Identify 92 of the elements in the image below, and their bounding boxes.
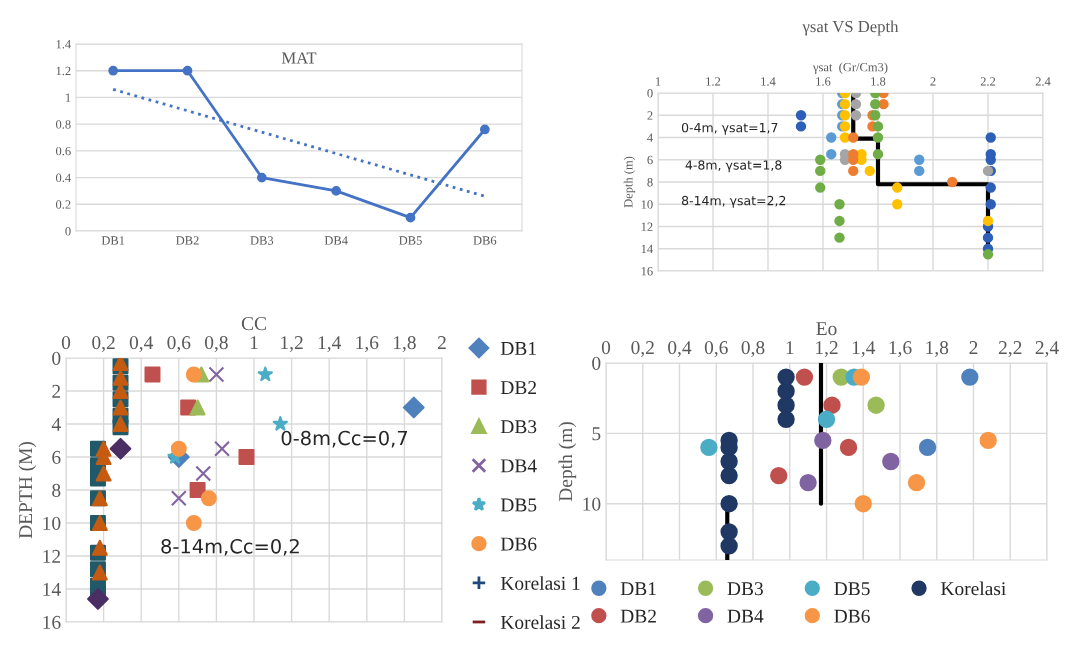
x-tick-label: 1,8 <box>393 336 416 352</box>
x-tick-label: 1,4 <box>852 341 876 357</box>
x-tick-label: 0,4 <box>129 336 154 352</box>
y-tick-label: 14 <box>43 582 61 596</box>
y-tick-label: 14 <box>641 244 653 254</box>
x-tick-label: 1,6 <box>889 341 912 357</box>
x-tick-label: DB6 <box>473 236 497 245</box>
y-tick-label: 0 <box>65 227 71 236</box>
annotation: 0-4m, γsat=1,7 <box>681 122 778 135</box>
x-tick-label: 1,4 <box>318 336 342 352</box>
x-axis-title: γsat (Gr/Cm3) <box>813 62 888 74</box>
legend-label: DB2 <box>500 381 536 394</box>
y-tick-label: 6 <box>647 155 653 165</box>
y-tick-label: 0.8 <box>55 120 71 129</box>
x-tick-label: 2.2 <box>980 77 996 86</box>
y-tick-label: 2 <box>647 111 653 120</box>
legend-label: DB5 <box>500 498 537 512</box>
x-tick-label: 2,2 <box>998 341 1022 357</box>
legend-label: Korelasi 2 <box>500 615 580 629</box>
x-tick-label: 1,6 <box>356 336 379 352</box>
y-tick-label: 4 <box>647 133 653 142</box>
y-tick-label: 1.4 <box>56 40 71 49</box>
y-tick-label: 6 <box>52 450 61 464</box>
y-axis-title: Depth (m) <box>623 156 636 208</box>
legend-label: Korelasi <box>941 581 1006 596</box>
x-tick-label: 2,4 <box>1035 341 1059 357</box>
x-tick-label: DB4 <box>324 236 348 245</box>
annotation: 0-8m,Cc=0,7 <box>281 430 408 448</box>
x-tick-label: 0,6 <box>167 336 191 352</box>
x-tick-label: DB1 <box>101 236 125 245</box>
legend-label: DB5 <box>834 582 870 596</box>
y-tick-label: 16 <box>641 267 653 276</box>
x-tick-label: 1,2 <box>816 341 838 357</box>
y-tick-label: 16 <box>43 615 61 629</box>
annotation: 4-8m, γsat=1,8 <box>685 160 782 173</box>
x-tick-label: 1 <box>250 336 258 349</box>
y-tick-label: 4 <box>51 417 61 431</box>
x-tick-label: 2 <box>930 77 936 86</box>
y-tick-label: 5 <box>592 427 601 441</box>
x-tick-label: 0,8 <box>741 341 765 357</box>
y-tick-label: 0.2 <box>55 200 71 209</box>
x-tick-label: 0,2 <box>631 341 654 357</box>
x-tick-label: 2.4 <box>1035 77 1051 86</box>
y-tick-label: 10 <box>583 497 601 511</box>
y-tick-label: 8 <box>52 483 61 497</box>
legend-label: DB4 <box>727 609 764 623</box>
x-tick-label: 1.8 <box>871 77 886 86</box>
y-tick-label: 0.6 <box>55 146 71 156</box>
y-tick-label: 0 <box>592 356 601 370</box>
x-tick-label: 2 <box>437 336 446 349</box>
x-tick-label: 1 <box>786 341 794 354</box>
y-tick-label: 1 <box>65 93 71 102</box>
x-tick-label: 0,8 <box>204 336 228 352</box>
y-tick-label: 10 <box>43 516 61 530</box>
x-tick-label: 2 <box>969 341 978 354</box>
x-tick-label: 1 <box>655 77 661 86</box>
x-tick-label: DB3 <box>250 236 274 245</box>
chart-title: MAT <box>281 52 317 64</box>
annotation: 8-14m,Cc=0,2 <box>161 538 299 556</box>
legend-label: DB4 <box>500 459 537 473</box>
chart-title: γsat VS Depth <box>802 20 899 36</box>
y-tick-label: 12 <box>641 222 653 231</box>
x-axis-title: CC <box>241 317 266 331</box>
legend-label: DB2 <box>620 609 656 623</box>
y-axis-title: Depth (m) <box>558 422 577 502</box>
x-tick-label: 0,6 <box>704 341 728 357</box>
annotation: 8-14m, γsat=2,2 <box>681 195 786 208</box>
legend-label: DB1 <box>620 582 656 596</box>
y-tick-label: 1.2 <box>56 66 71 76</box>
x-tick-label: DB5 <box>399 236 422 245</box>
x-tick-label: 1.2 <box>706 77 721 86</box>
x-tick-label: 0,2 <box>92 336 115 352</box>
legend-label: DB3 <box>500 420 537 434</box>
y-tick-label: 10 <box>641 200 653 209</box>
x-tick-label: DB2 <box>176 236 199 245</box>
legend-label: DB6 <box>834 609 870 623</box>
y-tick-label: 0.4 <box>55 173 71 183</box>
x-tick-label: 1,2 <box>281 336 303 352</box>
y-tick-label: 12 <box>43 549 61 563</box>
legend-label: Korelasi 1 <box>500 576 580 590</box>
x-tick-label: 0 <box>601 341 611 355</box>
x-tick-label: 1,8 <box>926 341 949 357</box>
x-tick-label: 0,4 <box>668 341 692 357</box>
y-axis-title: DEPTH (M) <box>18 441 37 539</box>
x-tick-label: 1.4 <box>761 77 776 86</box>
y-tick-label: 2 <box>52 384 61 398</box>
legend-label: DB3 <box>727 582 763 596</box>
x-tick-label: 1.6 <box>816 77 831 86</box>
y-tick-label: 0 <box>647 89 653 98</box>
legend-label: DB6 <box>500 537 537 551</box>
y-tick-label: 8 <box>647 178 653 187</box>
x-axis-title: Eo <box>816 322 837 336</box>
